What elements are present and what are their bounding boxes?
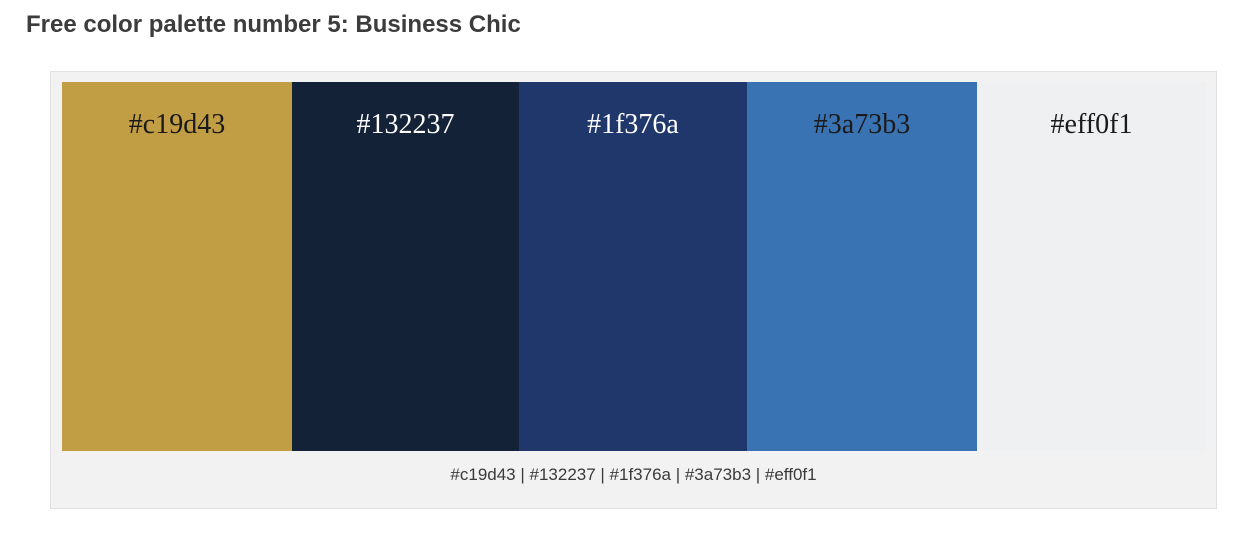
palette-card: #c19d43 #132237 #1f376a #3a73b3 #eff0f1 … [50,71,1217,509]
swatch-hex-label: #132237 [356,109,455,140]
swatch-blue: #3a73b3 [747,82,977,451]
swatch-hex-label: #eff0f1 [1050,109,1133,140]
swatch-gold: #c19d43 [62,82,292,451]
swatch-navy: #1f376a [519,82,747,451]
swatch-hex-label: #3a73b3 [813,109,911,140]
swatch-hex-label: #c19d43 [128,109,226,140]
swatch-hex-label: #1f376a [587,109,679,140]
page-title: Free color palette number 5: Business Ch… [26,11,521,38]
swatch-row: #c19d43 #132237 #1f376a #3a73b3 #eff0f1 [62,82,1206,451]
swatch-navy-dark: #132237 [292,82,519,451]
hex-summary: #c19d43 | #132237 | #1f376a | #3a73b3 | … [450,465,817,484]
swatch-light-gray: #eff0f1 [977,82,1206,451]
